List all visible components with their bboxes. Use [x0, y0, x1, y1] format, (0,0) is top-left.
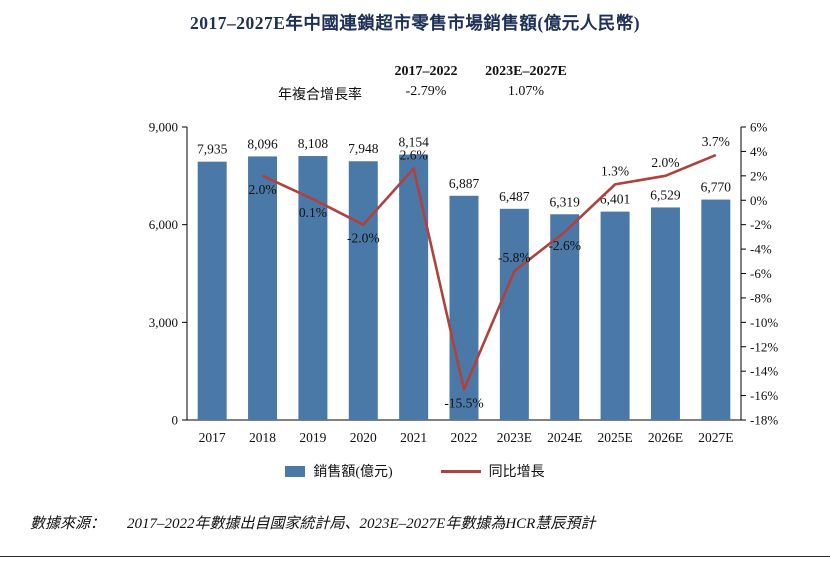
chart-legend: 銷售額(億元) 同比增長 — [0, 461, 830, 481]
bar-value-label-2020: 7,948 — [348, 141, 379, 156]
right-axis-tick-label: 2% — [750, 168, 768, 183]
bar-value-label-2022: 6,887 — [449, 176, 480, 191]
cagr-period-1-range: 2017–2022 — [394, 64, 458, 79]
x-axis-category-label: 2017 — [199, 430, 226, 445]
growth-value-label-2019: 0.1% — [299, 205, 327, 220]
x-axis-category-label: 2022 — [451, 430, 478, 445]
x-axis-category-label: 2021 — [400, 430, 427, 445]
growth-value-label-2018: 2.0% — [248, 182, 276, 197]
legend-label-growth: 同比增長 — [488, 465, 545, 480]
cagr-period-1-value: -2.79% — [405, 84, 447, 99]
bar-2017 — [197, 161, 227, 420]
bar-value-label-2018: 8,096 — [247, 136, 278, 151]
bar-2018 — [248, 156, 278, 420]
growth-line — [262, 153, 717, 391]
bar-2020 — [348, 161, 378, 420]
legend-item-sales: 銷售額(億元) — [285, 461, 393, 481]
right-axis-tick-label: -8% — [750, 290, 772, 305]
right-axis-tick-label: -6% — [750, 266, 772, 281]
growth-value-label-2022: -15.5% — [444, 395, 483, 410]
growth-value-label-2026E: 2.0% — [651, 155, 679, 170]
left-axis-tick-label: 6,000 — [149, 217, 178, 232]
right-axis-tick-label: 6% — [750, 120, 768, 135]
cagr-period-2-value: 1.07% — [507, 84, 545, 99]
bar-value-label-2021: 8,154 — [398, 135, 429, 150]
chart-title: 2017–2027E年中國連鎖超市零售市場銷售額(億元人民幣) — [189, 13, 641, 33]
legend-item-growth: 同比增長 — [440, 461, 545, 481]
cagr-label: 年複合增長率 — [278, 88, 362, 103]
bar-2021 — [399, 154, 429, 421]
growth-value-label-2027E: 3.7% — [702, 134, 730, 149]
growth-value-label-2023E: -5.8% — [498, 250, 531, 265]
source-text: 2017–2022年數據出自國家統計局、2023E–2027E年數據為HCR慧辰… — [127, 516, 596, 532]
line-swatch-icon — [440, 469, 481, 473]
right-axis-tick-label: -18% — [750, 413, 778, 428]
bar-value-label-2026E: 6,529 — [650, 187, 681, 202]
x-axis-category-label: 2020 — [350, 430, 377, 445]
x-axis-category-label: 2027E — [698, 430, 733, 445]
cagr-period-2-range: 2023E–2027E — [485, 64, 567, 79]
bar-value-label-2025E: 6,401 — [600, 192, 630, 207]
bar-value-label-2027E: 6,770 — [701, 180, 732, 195]
left-axis-tick-label: 3,000 — [149, 315, 178, 330]
bar-2025E — [600, 211, 630, 420]
x-axis-category-label: 2026E — [648, 430, 683, 445]
left-axis-tick-label: 9,000 — [149, 120, 178, 135]
left-axis-tick-label: 0 — [172, 413, 179, 428]
right-axis-tick-label: 4% — [750, 144, 768, 159]
bar-value-label-2019: 8,108 — [298, 136, 329, 151]
bar-value-label-2017: 7,935 — [197, 142, 228, 157]
right-axis-tick-label: -16% — [750, 388, 778, 403]
bar-2023E — [499, 208, 529, 420]
bar-2027E — [701, 199, 731, 420]
source-label: 數據來源： — [30, 516, 106, 532]
right-axis-tick-label: -14% — [750, 364, 778, 379]
x-axis-category-label: 2018 — [249, 430, 276, 445]
growth-value-label-2020: -2.0% — [347, 231, 380, 246]
bar-2024E — [550, 214, 580, 420]
right-axis-tick-label: -10% — [750, 315, 778, 330]
bar-2022 — [449, 195, 479, 420]
bar-swatch-icon — [285, 465, 306, 477]
bar-value-label-2024E: 6,319 — [550, 194, 581, 209]
growth-value-label-2024E: -2.6% — [548, 238, 581, 253]
data-source-note: 數據來源： 2017–2022年數據出自國家統計局、2023E–2027E年數據… — [30, 512, 800, 533]
x-axis-category-label: 2024E — [547, 430, 582, 445]
right-axis-tick-label: -12% — [750, 339, 778, 354]
x-axis-category-label: 2025E — [597, 430, 632, 445]
growth-value-label-2025E: 1.3% — [601, 163, 629, 178]
right-axis-tick-label: -2% — [750, 217, 772, 232]
x-axis-category-label: 2023E — [497, 430, 532, 445]
growth-value-label-2021: 2.6% — [400, 148, 428, 163]
legend-label-sales: 銷售額(億元) — [313, 465, 393, 480]
bar-value-label-2023E: 6,487 — [499, 189, 530, 204]
right-axis-tick-label: 0% — [750, 193, 768, 208]
right-axis-tick-label: -4% — [750, 242, 772, 257]
x-axis-category-label: 2019 — [299, 430, 326, 445]
bar-2026E — [650, 207, 680, 420]
bottom-divider — [0, 556, 830, 557]
